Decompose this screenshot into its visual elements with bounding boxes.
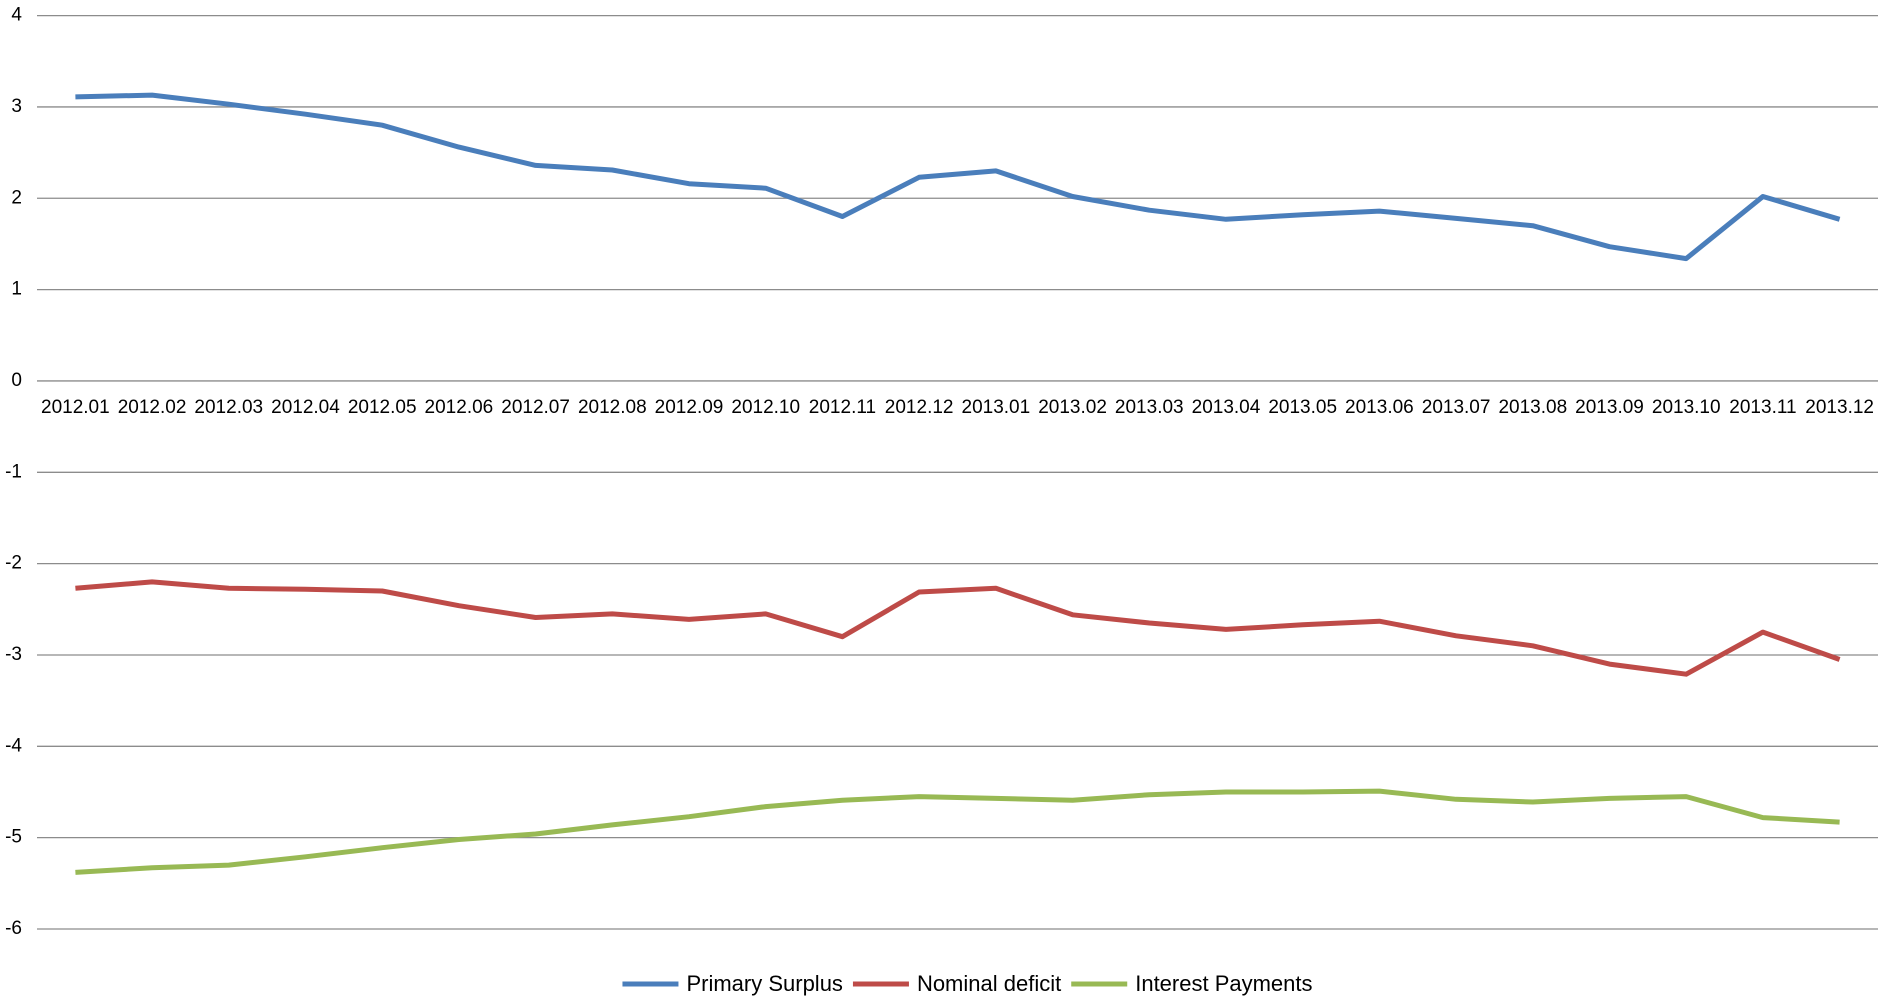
x-tick-label: 2012.07 — [501, 397, 570, 418]
y-tick-label: -4 — [5, 735, 22, 756]
y-tick-label: 1 — [11, 279, 22, 300]
series-line — [75, 788, 1840, 875]
y-tick-label: -2 — [5, 553, 22, 574]
x-tick-label: 2012.03 — [194, 397, 263, 418]
y-tick-label: 0 — [11, 370, 22, 391]
legend-label: Nominal deficit — [917, 971, 1061, 996]
x-tick-label: 2013.03 — [1115, 397, 1184, 418]
y-tick-label: 4 — [11, 5, 22, 26]
x-tick-label: 2013.11 — [1729, 397, 1796, 418]
x-tick-label: 2013.10 — [1652, 397, 1721, 418]
x-tick-label: 2013.05 — [1268, 397, 1337, 418]
x-tick-label: 2012.12 — [885, 397, 954, 418]
x-tick-label: 2012.09 — [655, 397, 724, 418]
x-tick-label: 2012.06 — [425, 397, 494, 418]
x-tick-label: 2013.07 — [1422, 397, 1491, 418]
series-line — [75, 579, 1841, 677]
x-tick-label: 2013.01 — [962, 397, 1031, 418]
y-tick-label: -3 — [5, 644, 22, 665]
y-tick-label: -5 — [5, 827, 22, 848]
legend-label: Primary Surplus — [686, 971, 842, 996]
x-tick-label: 2013.12 — [1805, 397, 1874, 418]
x-tick-label: 2012.10 — [731, 397, 800, 418]
x-tick-label: 2012.04 — [271, 397, 340, 418]
legend-label: Interest Payments — [1135, 971, 1312, 996]
x-tick-label: 2012.02 — [118, 397, 187, 418]
x-tick-label: 2013.06 — [1345, 397, 1414, 418]
x-tick-label: 2013.08 — [1498, 397, 1567, 418]
series-line — [75, 92, 1841, 262]
x-tick-label: 2012.05 — [348, 397, 417, 418]
x-tick-label: 2012.08 — [578, 397, 647, 418]
x-tick-label: 2013.09 — [1575, 397, 1644, 418]
x-tick-label: 2013.04 — [1192, 397, 1261, 418]
y-tick-label: -6 — [5, 918, 22, 939]
y-tick-label: -1 — [5, 461, 22, 482]
x-tick-label: 2013.02 — [1038, 397, 1107, 418]
x-tick-label: 2012.01 — [41, 397, 110, 418]
x-tick-label: 2012.11 — [809, 397, 876, 418]
y-tick-label: 2 — [11, 187, 22, 208]
y-tick-label: 3 — [11, 96, 22, 117]
